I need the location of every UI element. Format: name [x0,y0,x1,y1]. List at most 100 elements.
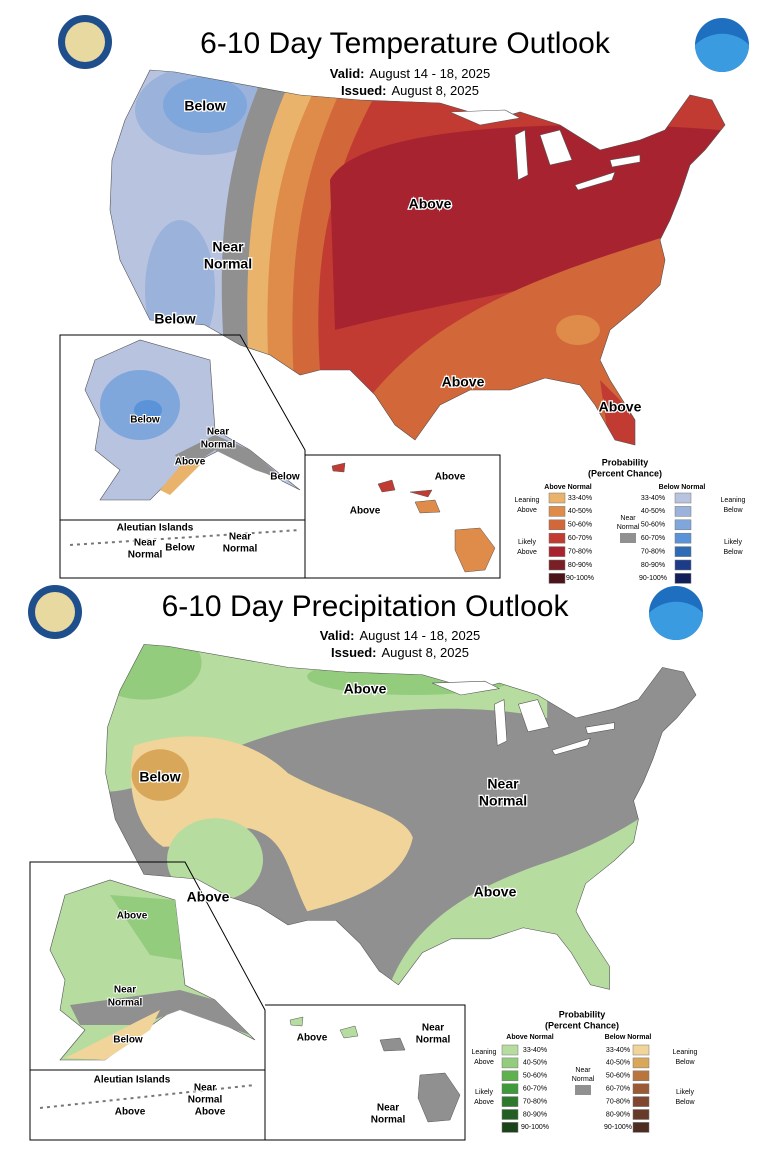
valid-label: Valid: [320,628,355,643]
legend-swatch [501,1109,519,1120]
region-label: Above [187,889,230,905]
legend-range: 80-90% [606,1111,630,1118]
alaska-label: Above [117,911,148,922]
legend-group: Likely [676,1089,694,1096]
legend-swatch [674,573,692,584]
hawaii-label: Normal [416,1035,451,1046]
legend-swatch [501,1122,519,1133]
aleutian-label: Normal [223,544,258,555]
legend-group: Below [723,549,743,556]
legend-swatch [548,546,566,557]
region-label: Above [599,399,642,415]
issued-line: Issued: August 8, 2025 [331,645,469,660]
legend-header: Above Normal [544,484,592,491]
legend-group: Above [517,549,537,556]
region-label: Below [154,311,195,327]
legend-header: Above Normal [506,1034,554,1041]
legend-range: 90-100% [566,575,594,582]
legend-swatch [632,1109,650,1120]
aleutian-label: Near [229,532,251,543]
legend-subtitle: (Percent Chance) [588,468,662,478]
alaska-label: Normal [108,998,143,1009]
legend-swatch [674,519,692,531]
issued-label: Issued: [341,83,387,98]
legend-range: 70-80% [523,1098,547,1105]
legend-group: Likely [475,1089,493,1096]
legend-range: 50-60% [568,522,592,529]
precipitation-map [28,585,703,1141]
legend-group: Leaning [515,497,540,504]
legend-range: 33-40% [568,495,592,502]
legend-swatch [632,1044,650,1056]
aleutian-label: Near [134,538,156,549]
alaska-label: Below [130,415,160,426]
alaska-label: Near [207,427,229,438]
title: 6-10 Day Temperature Outlook [200,27,611,60]
region-label: Below [139,769,180,785]
issued-label: Issued: [331,645,377,660]
legend-near: Near [620,515,636,522]
valid-date: August 14 - 18, 2025 [359,628,480,643]
title: 6-10 Day Precipitation Outlook [162,590,570,623]
legend-swatch [632,1083,650,1094]
alaska-label: Below [270,472,300,483]
legend-swatch [548,492,566,504]
legend-range: 80-90% [523,1111,547,1118]
aleutian-label: Above [115,1107,146,1118]
legend-group: Leaning [472,1049,497,1056]
legend-swatch [548,532,566,544]
legend-range: 33-40% [606,1047,630,1054]
aleutian-title: Aleutian Islands [117,523,194,534]
region-label: Above [409,196,452,212]
legend-swatch [674,506,692,517]
legend-range: 80-90% [641,562,665,569]
legend-swatch [632,1057,650,1069]
legend-swatch [632,1070,650,1082]
legend-group: Above [474,1099,494,1106]
legend-swatch [501,1083,519,1094]
legend-subtitle: (Percent Chance) [545,1020,619,1030]
valid-line: Valid: August 14 - 18, 2025 [320,628,480,643]
hawaii-label: Near [377,1103,399,1114]
legend-swatch [501,1057,519,1069]
legend-group: Above [474,1059,494,1066]
legend-range: 60-70% [523,1086,547,1093]
legend-swatch [632,1096,650,1107]
legend-range: 50-60% [606,1073,630,1080]
region-label: Above [442,374,485,390]
hawaii-label: Normal [371,1115,406,1126]
legend-range: 40-50% [568,508,592,515]
aleutian-label: Normal [128,550,163,561]
legend-range: 90-100% [604,1124,632,1131]
legend-range: 50-60% [523,1073,547,1080]
legend-range: 90-100% [521,1124,549,1131]
valid-date: August 14 - 18, 2025 [369,66,490,81]
legend-swatch [501,1096,519,1107]
legend-range: 33-40% [641,495,665,502]
legend-range: 70-80% [641,548,665,555]
legend-range: 60-70% [568,535,592,542]
legend-swatch [548,573,566,584]
legend-swatch [620,533,636,543]
legend-range: 90-100% [639,575,667,582]
temperature-map [58,15,749,579]
legend-group: Below [675,1099,695,1106]
legend-title: Probability [559,1009,606,1019]
aleutian-label: Above [195,1107,226,1118]
alaska-label: Below [113,1035,143,1046]
hawaii-label: Above [435,472,466,483]
legend-group: Above [517,507,537,514]
legend-swatch [548,559,566,571]
region-label: Below [184,98,225,114]
legend-near: Near [575,1067,591,1074]
legend-range: 70-80% [606,1098,630,1105]
legend-swatch [501,1070,519,1082]
alaska-label: Above [175,457,206,468]
legend-swatch [674,492,692,504]
hawaii-label: Near [422,1023,444,1034]
issued-date: August 8, 2025 [392,83,479,98]
legend-swatch [501,1044,519,1056]
legend-range: 60-70% [606,1086,630,1093]
